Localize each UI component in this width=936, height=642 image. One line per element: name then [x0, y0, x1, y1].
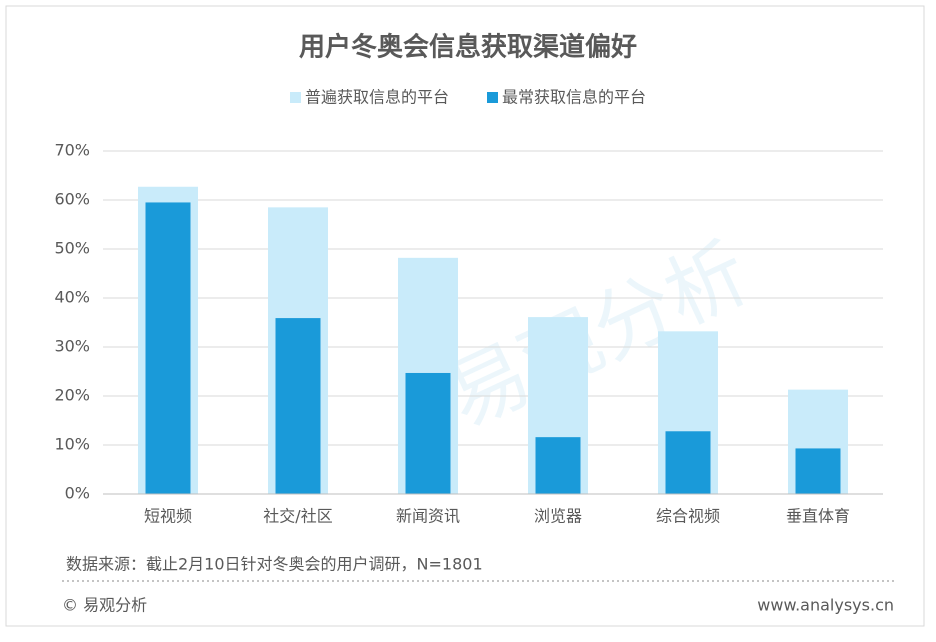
chart-title: 用户冬奥会信息获取渠道偏好	[299, 32, 637, 63]
y-tick-label: 70%	[54, 141, 90, 160]
copyright: © 易观分析	[62, 596, 147, 615]
y-tick-label: 60%	[54, 190, 90, 209]
y-tick-label: 10%	[54, 435, 90, 454]
x-tick-label: 短视频	[144, 507, 192, 526]
y-tick-label: 30%	[54, 337, 90, 356]
y-tick-label: 0%	[65, 484, 90, 503]
source-note: 数据来源：截止2月10日针对冬奥会的用户调研，N=1801	[66, 555, 483, 574]
website: www.analysys.cn	[757, 596, 894, 615]
y-tick-label: 20%	[54, 386, 90, 405]
x-tick-label: 综合视频	[656, 507, 720, 526]
x-tick-label: 社交/社区	[263, 507, 332, 526]
y-tick-label: 40%	[54, 288, 90, 307]
legend-label: 最常获取信息的平台	[502, 88, 646, 107]
legend-swatch	[290, 92, 301, 103]
bar	[405, 372, 451, 494]
x-tick-label: 新闻资讯	[396, 507, 460, 526]
bar	[145, 202, 191, 494]
bar	[665, 431, 711, 494]
y-tick-label: 50%	[54, 239, 90, 258]
bar	[535, 437, 581, 494]
bar	[795, 448, 841, 494]
legend-swatch	[487, 92, 498, 103]
x-tick-label: 浏览器	[534, 507, 582, 526]
x-tick-label: 垂直体育	[786, 507, 850, 526]
bar	[275, 318, 321, 494]
legend-label: 普遍获取信息的平台	[305, 88, 449, 107]
